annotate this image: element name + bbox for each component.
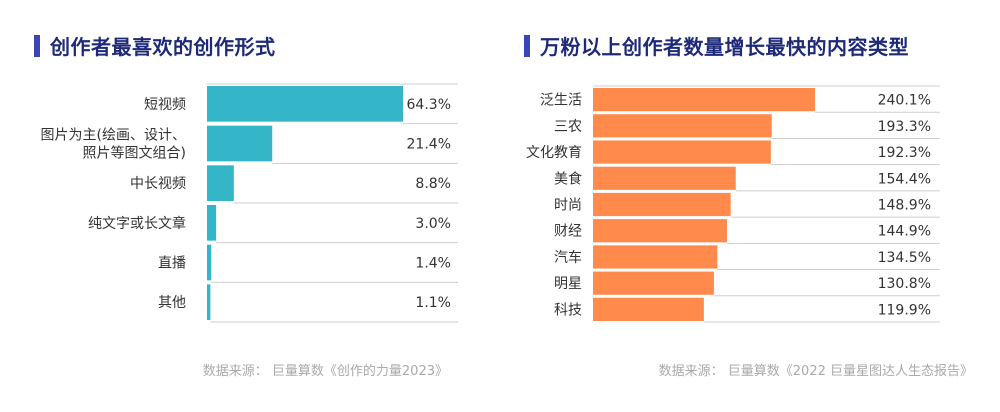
data-label: 240.1% [878, 93, 931, 109]
category-label: 三农 [554, 119, 582, 135]
chart-title: 万粉以上创作者数量增长最快的内容类型 [540, 35, 909, 59]
data-label: 64.3% [407, 97, 451, 113]
category-label: 直播 [158, 255, 186, 272]
bar [593, 271, 714, 295]
bar [593, 297, 704, 321]
bar [207, 205, 217, 241]
category-label: 图片为主(绘画、设计、 [41, 128, 186, 144]
data-label: 1.1% [415, 295, 451, 311]
data-label: 3.0% [415, 216, 451, 232]
data-label: 134.5% [878, 250, 931, 266]
right-bar-chart: 240.1% 泛生活 193.3% 三农 192.3% 文化教育 154.4% 美食 148.9… [526, 85, 940, 323]
bar [593, 140, 771, 164]
category-label: 纯文字或长文章 [88, 215, 186, 232]
data-label: 8.8% [415, 176, 451, 192]
data-label: 148.9% [878, 198, 931, 214]
data-label: 21.4% [407, 137, 451, 153]
bar [207, 284, 211, 320]
category-label: 财经 [554, 224, 582, 240]
category-label: 汽车 [554, 249, 582, 266]
category-label: 时尚 [554, 198, 582, 214]
category-label: 其他 [158, 295, 186, 311]
category-label: 美食 [554, 170, 582, 187]
category-label: 明星 [554, 276, 582, 292]
bar [593, 166, 736, 190]
bar [593, 192, 731, 217]
title-accent-bar [524, 35, 530, 57]
source-note: 数据来源： 巨量算数《创作的力量2023》 [202, 364, 448, 379]
left-chart-panel: 创作者最喜欢的创作形式 64.3% 短视频 21.4% 图片为主(绘画、设计、 照片等图… [34, 35, 458, 379]
category-label: 文化教育 [526, 145, 582, 161]
bar [593, 114, 772, 138]
data-label: 119.9% [878, 302, 931, 318]
category-label: 泛生活 [540, 93, 582, 109]
source-note: 数据来源： 巨量算数《2022 巨量星图达人生态报告》 [658, 364, 973, 379]
category-label: 照片等图文组合) [83, 145, 186, 162]
data-label: 192.3% [878, 145, 931, 161]
data-label: 1.4% [415, 256, 451, 272]
category-label: 科技 [554, 302, 582, 318]
bar [593, 245, 718, 269]
category-label: 短视频 [144, 97, 186, 113]
chart-title: 创作者最喜欢的创作形式 [50, 35, 276, 59]
data-label: 154.4% [878, 171, 931, 187]
bar [593, 88, 815, 112]
bar [207, 165, 234, 201]
data-label: 193.3% [878, 119, 931, 135]
bar [207, 244, 212, 281]
title-accent-bar [34, 35, 40, 57]
left-bar-chart: 64.3% 短视频 21.4% 图片为主(绘画、设计、照片等图文组合) 8.8% 中长视频… [41, 83, 458, 323]
category-label: 中长视频 [130, 176, 186, 192]
bar [207, 125, 273, 162]
bar [207, 86, 403, 122]
bar [593, 219, 727, 243]
data-label: 130.8% [878, 276, 931, 292]
data-label: 144.9% [878, 224, 931, 240]
right-chart-panel: 万粉以上创作者数量增长最快的内容类型 240.1% 泛生活 193.3% 三农 192.… [500, 0, 1000, 412]
